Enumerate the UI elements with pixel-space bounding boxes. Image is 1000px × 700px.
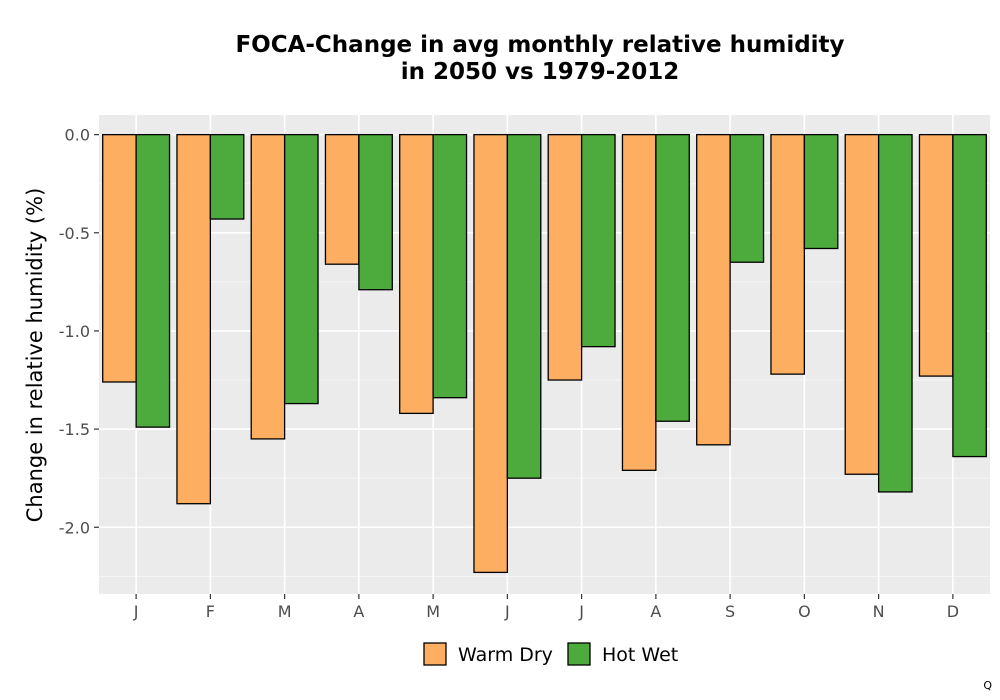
bar-warm-dry-8: [621, 133, 657, 471]
bar-warm-dry-5: [399, 133, 434, 415]
legend-label-warm-dry: Warm Dry: [458, 644, 553, 666]
bar-hot-wet-10: [803, 133, 839, 250]
legend-swatch-warm-dry: [423, 642, 447, 666]
x-tick-label: J: [133, 602, 139, 621]
x-tick-label: A: [353, 602, 364, 621]
legend-label-hot-wet: Hot Wet: [602, 644, 678, 666]
corner-label: Q: [983, 679, 992, 692]
x-tick-label: O: [798, 602, 811, 621]
x-tick-label: A: [650, 602, 661, 621]
bar-warm-dry-3: [250, 133, 286, 440]
bar-warm-dry-9: [696, 133, 731, 446]
y-tick-label: -1.0: [59, 322, 90, 341]
bar-warm-dry-11: [844, 133, 880, 475]
x-tick-label: M: [278, 602, 292, 621]
bar-warm-dry-6: [473, 133, 509, 574]
bar-warm-dry-7: [547, 133, 583, 381]
bar-hot-wet-11: [877, 133, 913, 493]
x-tick-label: J: [578, 602, 584, 621]
bar-hot-wet-5: [432, 133, 468, 399]
bar-hot-wet-1: [135, 133, 171, 428]
bar-warm-dry-2: [176, 133, 212, 505]
bar-hot-wet-8: [655, 133, 690, 422]
y-tick-label: -1.5: [59, 420, 90, 439]
chart-title-line-1: FOCA-Change in avg monthly relative humi…: [235, 32, 845, 58]
bar-hot-wet-4: [358, 133, 393, 291]
y-tick-label: -2.0: [59, 518, 90, 537]
x-tick-label: M: [426, 602, 440, 621]
bars: [102, 133, 987, 574]
y-axis-title: Change in relative humidity (%): [23, 188, 47, 523]
bar-hot-wet-12: [952, 133, 987, 458]
bar-warm-dry-1: [102, 133, 137, 383]
bar-warm-dry-4: [324, 133, 360, 265]
chart-title: FOCA-Change in avg monthly relative humi…: [90, 32, 990, 86]
x-tick-label: S: [725, 602, 735, 621]
bar-hot-wet-7: [580, 133, 616, 348]
bar-warm-dry-12: [918, 133, 954, 377]
bar-warm-dry-10: [770, 133, 806, 375]
plot-panel: [99, 115, 990, 594]
x-tick-label: J: [504, 602, 510, 621]
bar-hot-wet-3: [283, 133, 319, 405]
legend-swatch-hot-wet: [567, 642, 591, 666]
y-tick-label: -0.5: [59, 224, 90, 243]
y-tick-label: 0.0: [65, 126, 90, 145]
chart-title-line-2: in 2050 vs 1979-2012: [400, 59, 680, 85]
x-tick-label: D: [947, 602, 959, 621]
bar-hot-wet-6: [506, 133, 542, 479]
legend: Warm Dry Hot Wet: [423, 642, 678, 666]
bar-hot-wet-9: [729, 133, 765, 263]
bar-hot-wet-2: [209, 133, 245, 220]
x-tick-label: F: [206, 602, 215, 621]
x-tick-label: N: [873, 602, 885, 621]
y-axis: 0.0 -0.5 -1.0 -1.5 -2.0: [59, 126, 99, 537]
